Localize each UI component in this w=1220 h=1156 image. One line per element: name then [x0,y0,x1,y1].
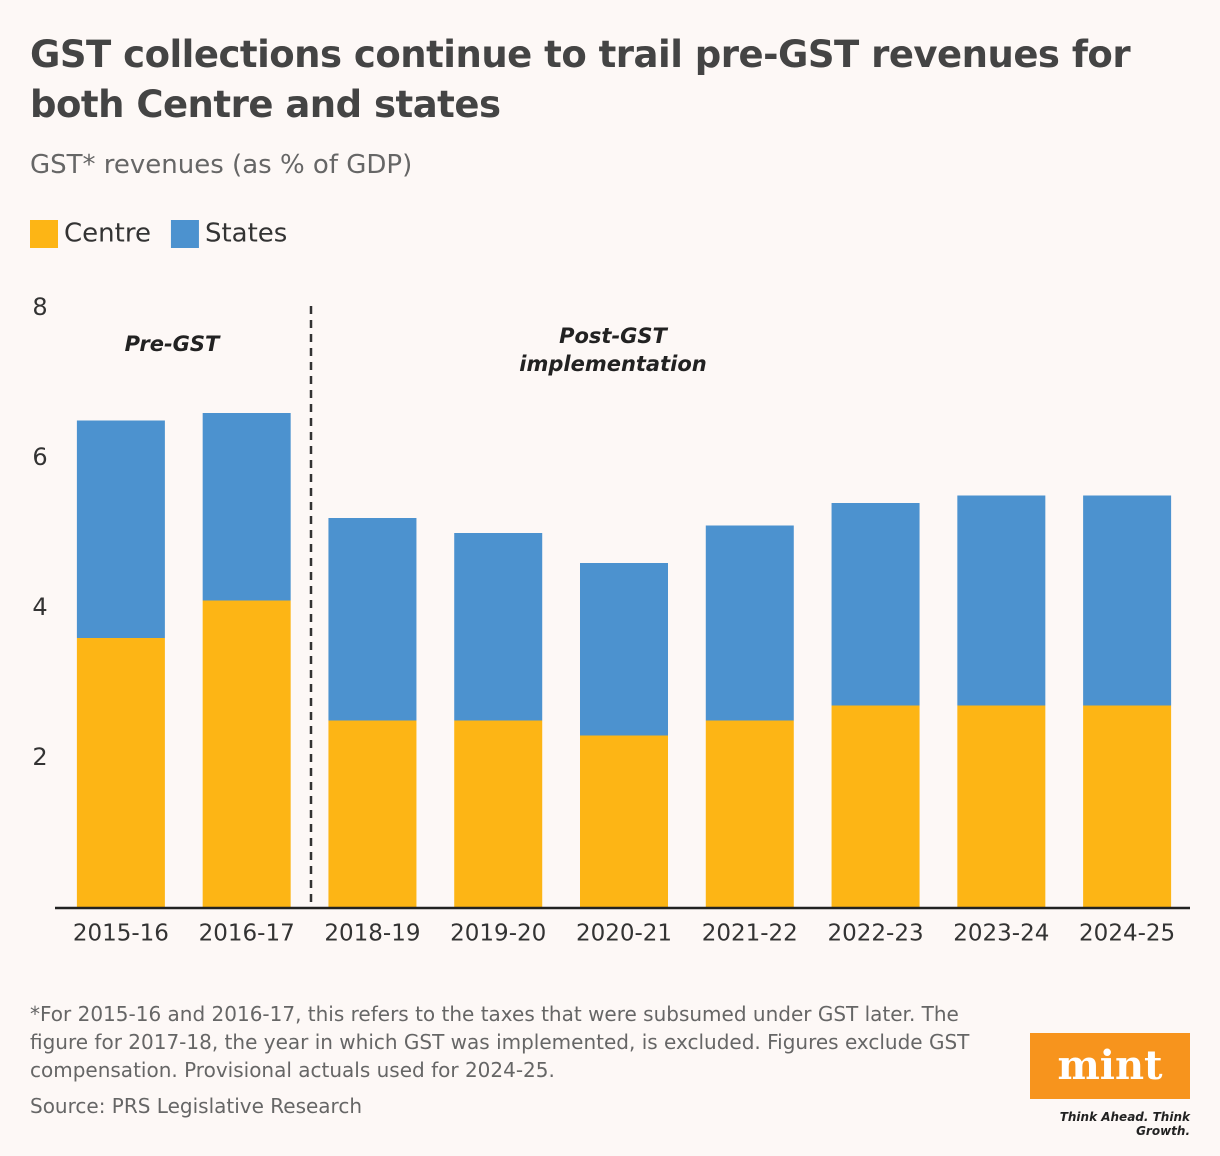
bar-segment [705,525,794,721]
y-tick-label: 8 [32,293,47,321]
bar-segment [328,518,417,721]
bar-segment [831,503,920,706]
y-tick-label: 2 [32,743,47,771]
bar-segment [580,563,668,736]
chart-title: GST collections continue to trail pre-GS… [30,33,1131,126]
bar-segment [202,600,291,908]
y-tick-label: 6 [32,443,47,471]
legend-label: Centre [64,219,151,249]
bar-segment [580,735,668,908]
bar-segment [957,705,1046,908]
x-tick-label: 2020-21 [576,921,672,947]
chart: Centre States 2 4 6 8 2015-16 2016-17 2018-19 201… [30,219,1190,947]
bar-segment [76,638,165,908]
bar-segment [1083,495,1172,706]
annotation: Pre-GST [124,332,220,356]
x-tick-label: 2022-23 [828,921,924,947]
x-tick-label: 2023-24 [953,921,1049,947]
footnote: *For 2015-16 and 2016-17, this refers to… [30,1002,970,1082]
legend-label: States [205,219,287,249]
x-tick-label: 2015-16 [73,921,169,947]
bar-segment [202,413,291,601]
legend-swatch [30,220,58,248]
bar-segment [705,720,794,908]
bar-segment [454,720,543,908]
bar-segment [1083,705,1172,908]
bar-segment [831,705,920,908]
bar-segment [328,720,417,908]
legend-swatch [170,220,199,248]
tagline: Think Ahead. Think Growth. [1059,1110,1190,1138]
x-tick-label: 2021-22 [702,921,798,947]
annotation: Post-GST implementation [519,324,707,376]
x-tick-label: 2019-20 [450,921,546,947]
x-tick-label: 2018-19 [324,921,420,947]
y-tick-label: 4 [32,593,47,621]
x-tick-label: 2016-17 [199,921,295,947]
logo: mint [1030,1033,1190,1099]
x-tick-label: 2024-25 [1079,921,1175,947]
chart-subtitle: GST* revenues (as % of GDP) [30,150,413,180]
bar-segment [957,495,1046,706]
source: Source: PRS Legislative Research [30,1094,363,1118]
bar-segment [76,420,165,638]
bar-segment [454,533,543,721]
